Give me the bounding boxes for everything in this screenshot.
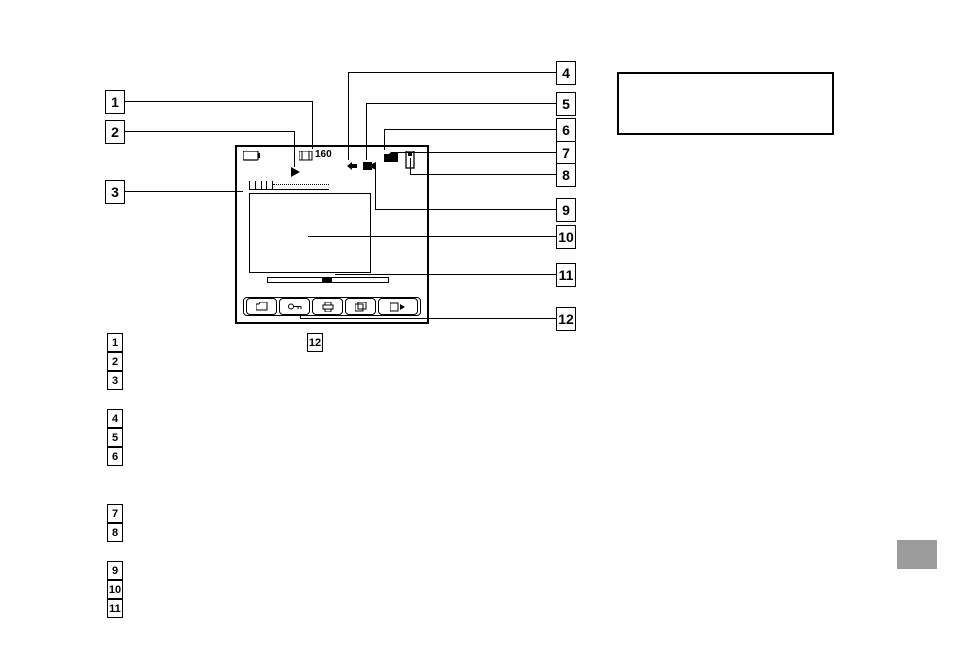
- callout-4: 4: [556, 61, 576, 85]
- list-2: 2: [107, 352, 123, 371]
- callout-9: 9: [556, 198, 576, 222]
- progress-ruler: [249, 181, 329, 190]
- key-icon: [288, 302, 302, 311]
- callout-10: 10: [556, 225, 576, 249]
- list-9: 9: [107, 561, 123, 580]
- list-6: 6: [107, 447, 123, 466]
- battery-icon: [243, 151, 261, 161]
- lead-5v: [366, 103, 367, 160]
- callout-7: 7: [556, 141, 576, 165]
- callout-3-num: 3: [111, 184, 119, 200]
- lead-9v: [375, 164, 376, 210]
- list-6-num: 6: [112, 451, 118, 463]
- list-7: 7: [107, 504, 123, 523]
- callout-1: 1: [105, 90, 125, 114]
- list-3: 3: [107, 371, 123, 390]
- list-11: 11: [107, 599, 123, 618]
- callout-11: 11: [556, 263, 576, 287]
- info-box: [617, 72, 834, 135]
- callout-12-num: 12: [558, 311, 574, 327]
- callout-7-num: 7: [562, 145, 570, 161]
- lead-2v: [294, 131, 295, 167]
- lead-11h: [335, 274, 556, 275]
- lead-9h: [375, 209, 556, 210]
- folder-icon: [256, 302, 268, 311]
- list-4-num: 4: [112, 413, 118, 425]
- toolbar-folder[interactable]: [246, 298, 277, 315]
- callout-8-num: 8: [562, 167, 570, 183]
- list-7-num: 7: [112, 508, 118, 520]
- list-1-num: 1: [112, 337, 118, 349]
- page-tab: [897, 540, 937, 569]
- lead-8h: [410, 174, 556, 175]
- lead-12v: [300, 316, 301, 319]
- toolbar-slideshow[interactable]: [345, 298, 376, 315]
- playback-bar: [267, 277, 389, 283]
- film-icon: [299, 151, 313, 161]
- list-9-num: 9: [112, 565, 118, 577]
- lead-1v: [312, 101, 313, 149]
- callout-6-num: 6: [562, 122, 570, 138]
- callout-2: 2: [105, 120, 125, 144]
- lead-7h: [396, 152, 556, 153]
- lead-6v: [384, 129, 385, 150]
- list-1: 1: [107, 333, 123, 352]
- list-2-num: 2: [112, 356, 118, 368]
- multi-icon: [355, 302, 367, 312]
- callout-2-num: 2: [111, 124, 119, 140]
- toolbar: [243, 297, 421, 316]
- lead-2: [125, 131, 294, 132]
- lead-5h: [366, 103, 556, 104]
- list-11-num: 11: [109, 603, 121, 615]
- lead-10h: [308, 236, 556, 237]
- list-12: 12: [307, 333, 323, 352]
- callout-6: 6: [556, 118, 576, 142]
- callout-10-num: 10: [558, 229, 574, 245]
- list-4: 4: [107, 409, 123, 428]
- callout-12: 12: [556, 307, 576, 331]
- list-8-num: 8: [112, 527, 118, 539]
- return-icon: [345, 161, 359, 171]
- list-5: 5: [107, 428, 123, 447]
- lead-4v: [348, 72, 349, 160]
- list-12-num: 12: [309, 337, 321, 349]
- lead-6h: [384, 129, 556, 130]
- toolbar-protect[interactable]: [279, 298, 310, 315]
- preview-area: [249, 193, 371, 273]
- toolbar-print[interactable]: [312, 298, 343, 315]
- lead-4h: [348, 72, 556, 73]
- callout-8: 8: [556, 163, 576, 187]
- list-10: 10: [107, 580, 123, 599]
- callout-11-num: 11: [559, 267, 574, 283]
- lead-12h: [300, 318, 556, 319]
- callout-5-num: 5: [562, 96, 570, 112]
- play-icon: [291, 167, 301, 177]
- resolution-label: 160: [315, 149, 332, 160]
- callout-4-num: 4: [562, 65, 570, 81]
- callout-9-num: 9: [562, 202, 570, 218]
- lcd-screen: 160: [235, 145, 429, 324]
- lead-8v: [410, 158, 411, 175]
- list-5-num: 5: [112, 432, 118, 444]
- lead-1: [125, 101, 312, 102]
- list-3-num: 3: [112, 375, 118, 387]
- export-icon: [390, 302, 406, 312]
- list-10-num: 10: [109, 584, 121, 596]
- list-8: 8: [107, 523, 123, 542]
- lead-3: [125, 191, 243, 192]
- print-icon: [322, 302, 334, 312]
- callout-5: 5: [556, 92, 576, 116]
- callout-3: 3: [105, 180, 125, 204]
- callout-1-num: 1: [111, 94, 119, 110]
- toolbar-export[interactable]: [378, 298, 418, 315]
